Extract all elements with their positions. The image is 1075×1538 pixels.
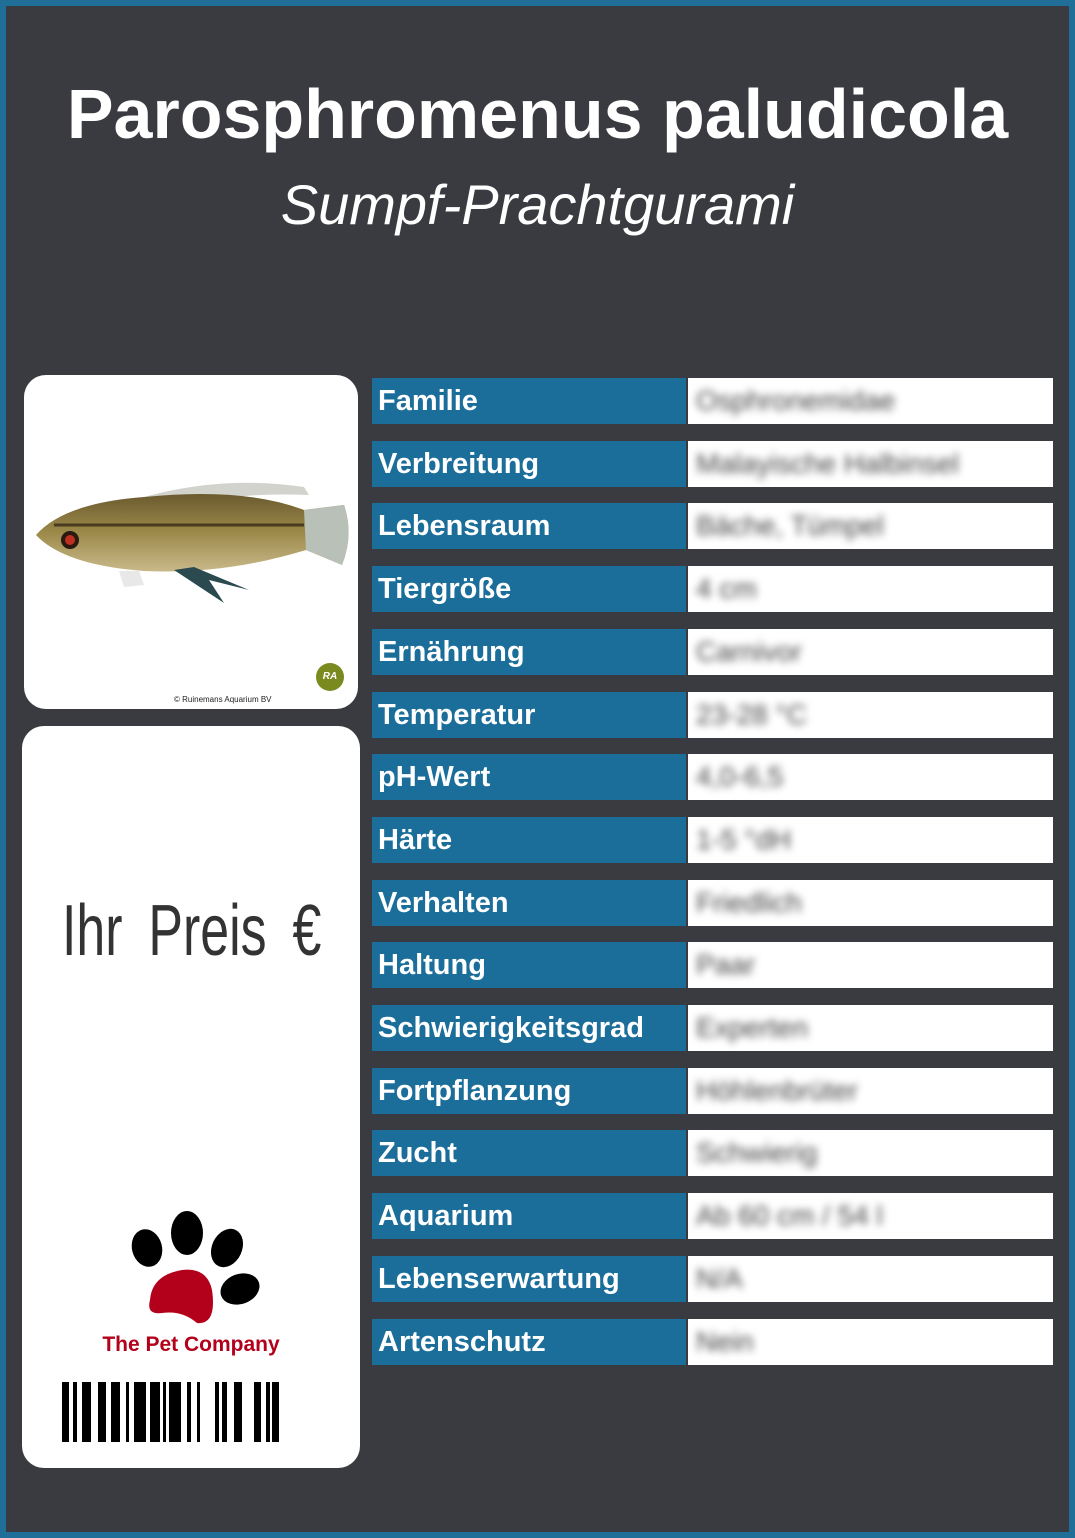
info-value-text: Paar (696, 949, 756, 981)
info-value: Paar (688, 942, 1053, 989)
info-row: Lebensraum Bäche, Tümpel (372, 503, 1053, 550)
info-row: Zucht Schwierig (372, 1130, 1053, 1177)
info-label: Lebenserwartung (372, 1255, 686, 1302)
info-row: Aquarium Ab 60 cm / 54 l (372, 1193, 1053, 1240)
info-value-text: Nein (696, 1325, 754, 1357)
info-value: Malayische Halbinsel (688, 440, 1053, 487)
info-label: Verhalten (372, 879, 686, 926)
info-label: Haltung (372, 942, 686, 989)
barcode-bar (62, 1382, 69, 1442)
paw-logo-icon (131, 1211, 260, 1324)
info-value-text: Osphronemidae (696, 385, 896, 416)
info-value-text: Ab 60 cm / 54 l (696, 1200, 883, 1232)
info-row: Ernährung Carnivor (372, 628, 1053, 675)
info-row: pH-Wert 4,0-6,5 (372, 754, 1053, 801)
info-value-text: Schwierig (696, 1137, 818, 1169)
info-label: Härte (372, 816, 686, 863)
info-value: Bäche, Tümpel (688, 503, 1053, 550)
info-value-text: 4 cm (696, 573, 757, 605)
info-value: Experten (688, 1005, 1053, 1051)
barcode-bar (163, 1382, 166, 1442)
info-label: pH-Wert (372, 754, 686, 801)
info-row: Artenschutz Nein (372, 1318, 1053, 1365)
brand-name: The Pet Company (102, 1333, 280, 1356)
barcode-bar (126, 1382, 129, 1442)
info-row: Verhalten Friedlich (372, 879, 1053, 926)
info-value: Schwierig (688, 1130, 1053, 1177)
info-value: N/A (688, 1255, 1053, 1302)
price-card: Ihr Preis € The Pet Company (22, 726, 360, 1468)
info-label: Verbreitung (372, 440, 686, 487)
barcode-bar (222, 1382, 227, 1442)
info-value: 23-28 °C (688, 691, 1053, 738)
info-label: Fortpflanzung (372, 1067, 686, 1114)
barcode-bar (272, 1382, 279, 1442)
info-label: Artenschutz (372, 1318, 686, 1365)
barcode (62, 1382, 279, 1442)
info-row: Haltung Paar (372, 942, 1053, 989)
common-name: Sumpf-Prachtgurami (280, 173, 795, 236)
info-label: Familie (372, 378, 686, 424)
info-value-text: 4,0-6,5 (696, 761, 784, 793)
info-value: Carnivor (688, 628, 1053, 675)
species-title: Parosphromenus paludicola (66, 75, 1009, 153)
info-value-text: 1-5 °dH (696, 823, 792, 855)
info-value-text: Experten (696, 1012, 809, 1043)
info-label: Aquarium (372, 1193, 686, 1240)
barcode-bar (234, 1382, 242, 1442)
info-label: Schwierigkeitsgrad (372, 1005, 686, 1051)
barcode-bar (215, 1382, 219, 1442)
barcode-bar (73, 1382, 77, 1442)
info-value: 4 cm (688, 566, 1053, 613)
info-value-text: Friedlich (696, 886, 802, 918)
info-row: Härte 1-5 °dH (372, 816, 1053, 863)
info-label: Ernährung (372, 628, 686, 675)
info-label: Temperatur (372, 691, 686, 738)
info-value: Ab 60 cm / 54 l (688, 1193, 1053, 1240)
info-value-text: Höhlenbrüter (696, 1074, 858, 1106)
info-value: 1-5 °dH (688, 816, 1053, 863)
info-value-text: Bäche, Tümpel (696, 510, 884, 542)
barcode-bar (150, 1382, 160, 1442)
info-label: Tiergröße (372, 566, 686, 613)
info-row: Temperatur 23-28 °C (372, 691, 1053, 738)
info-value: Osphronemidae (688, 378, 1053, 424)
info-value-text: Malayische Halbinsel (696, 447, 960, 479)
price-label: Ihr Preis € (62, 891, 322, 971)
info-value: Höhlenbrüter (688, 1067, 1053, 1114)
info-value-text: 23-28 °C (696, 698, 807, 730)
ruinemans-logo: RA (316, 663, 344, 691)
fish-image (36, 482, 349, 603)
info-row: Fortpflanzung Höhlenbrüter (372, 1067, 1053, 1114)
info-row: Verbreitung Malayische Halbinsel (372, 440, 1053, 487)
barcode-bar (197, 1382, 200, 1442)
info-value: Friedlich (688, 879, 1053, 926)
info-row: Familie Osphronemidae (372, 378, 1053, 424)
info-value: Nein (688, 1318, 1053, 1365)
barcode-bar (254, 1382, 261, 1442)
barcode-bar (266, 1382, 270, 1442)
barcode-bar (111, 1382, 120, 1442)
info-row: Schwierigkeitsgrad Experten (372, 1005, 1053, 1051)
barcode-bar (169, 1382, 181, 1442)
barcode-bar (98, 1382, 106, 1442)
barcode-bar (134, 1382, 146, 1442)
info-row: Tiergröße 4 cm (372, 566, 1053, 613)
photo-copyright: © Ruinemans Aquarium BV (174, 695, 272, 704)
fish-photo-card: RA © Ruinemans Aquarium BV (24, 375, 358, 709)
info-row: Lebenserwartung N/A (372, 1255, 1053, 1302)
info-value-text: N/A (696, 1262, 743, 1294)
barcode-bar (187, 1382, 191, 1442)
info-label: Lebensraum (372, 503, 686, 550)
info-value-text: Carnivor (696, 635, 802, 667)
info-label: Zucht (372, 1130, 686, 1177)
info-value: 4,0-6,5 (688, 754, 1053, 801)
barcode-bar (82, 1382, 91, 1442)
